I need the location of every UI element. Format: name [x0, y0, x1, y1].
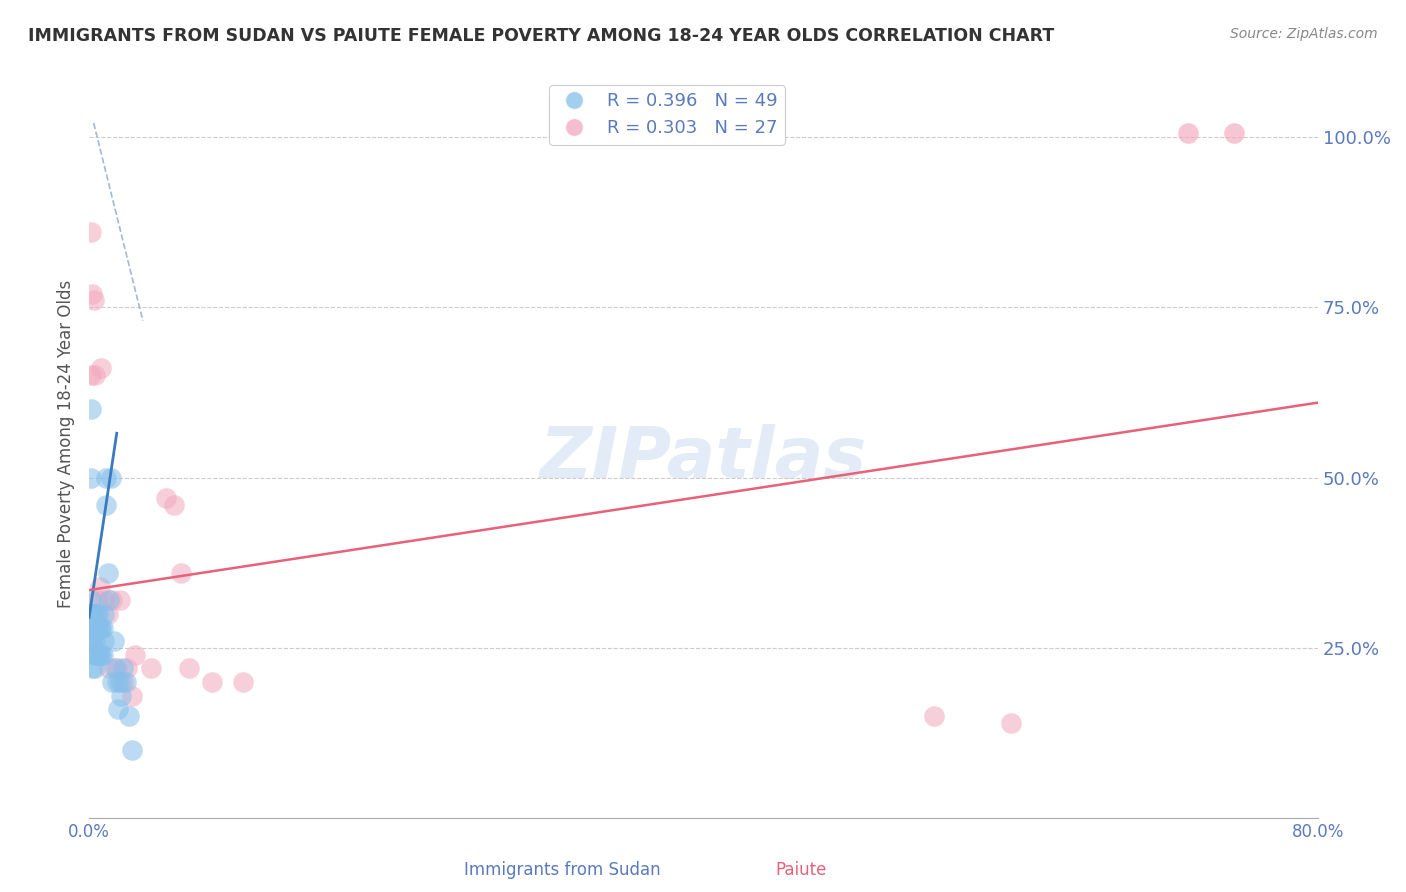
Point — [83, 648, 105, 662]
Point — [98, 593, 121, 607]
Point — [139, 661, 162, 675]
Point — [108, 593, 131, 607]
Text: Source: ZipAtlas.com: Source: ZipAtlas.com — [1230, 27, 1378, 41]
Point — [84, 368, 107, 383]
Point — [79, 402, 101, 417]
Point — [922, 709, 945, 723]
Point — [118, 709, 141, 723]
Point — [94, 470, 117, 484]
Point — [103, 634, 125, 648]
Point — [91, 648, 114, 662]
Point — [177, 661, 200, 675]
Point — [1000, 716, 1022, 731]
Point — [83, 634, 105, 648]
Text: Immigrants from Sudan: Immigrants from Sudan — [464, 861, 661, 879]
Point — [1222, 126, 1244, 140]
Point — [89, 648, 111, 662]
Point — [86, 648, 108, 662]
Point — [83, 607, 105, 621]
Point — [105, 661, 128, 675]
Point — [124, 648, 146, 662]
Point — [84, 621, 107, 635]
Point — [80, 607, 103, 621]
Point — [117, 661, 139, 675]
Point — [90, 621, 112, 635]
Point — [82, 607, 104, 621]
Point — [87, 607, 110, 621]
Text: ZIPatlas: ZIPatlas — [540, 424, 868, 493]
Point — [107, 702, 129, 716]
Point — [90, 361, 112, 376]
Point — [96, 566, 118, 580]
Point — [82, 607, 104, 621]
Point — [93, 634, 115, 648]
Point — [84, 634, 107, 648]
Point — [101, 593, 124, 607]
Point — [86, 593, 108, 607]
Point — [82, 661, 104, 675]
Point — [121, 743, 143, 757]
Point — [89, 580, 111, 594]
Point — [110, 689, 132, 703]
Point — [201, 675, 224, 690]
Point — [94, 498, 117, 512]
Point — [87, 621, 110, 635]
Point — [105, 675, 128, 690]
Point — [80, 593, 103, 607]
Point — [170, 566, 193, 580]
Point — [155, 491, 177, 505]
Point — [86, 607, 108, 621]
Point — [104, 661, 127, 675]
Point — [115, 675, 138, 690]
Point — [80, 634, 103, 648]
Point — [87, 648, 110, 662]
Point — [82, 621, 104, 635]
Point — [82, 634, 104, 648]
Legend: R = 0.396   N = 49, R = 0.303   N = 27: R = 0.396 N = 49, R = 0.303 N = 27 — [548, 85, 785, 145]
Point — [162, 498, 184, 512]
Point — [96, 607, 118, 621]
Point — [101, 675, 124, 690]
Point — [84, 661, 107, 675]
Point — [232, 675, 254, 690]
Point — [90, 648, 112, 662]
Point — [93, 593, 115, 607]
Point — [89, 621, 111, 635]
Point — [80, 368, 103, 383]
Text: Paiute: Paiute — [776, 861, 827, 879]
Y-axis label: Female Poverty Among 18-24 Year Olds: Female Poverty Among 18-24 Year Olds — [58, 279, 75, 607]
Point — [91, 621, 114, 635]
Point — [1177, 126, 1199, 140]
Point — [93, 607, 115, 621]
Point — [111, 675, 134, 690]
Point — [82, 621, 104, 635]
Point — [121, 689, 143, 703]
Point — [83, 293, 105, 308]
Point — [111, 661, 134, 675]
Text: IMMIGRANTS FROM SUDAN VS PAIUTE FEMALE POVERTY AMONG 18-24 YEAR OLDS CORRELATION: IMMIGRANTS FROM SUDAN VS PAIUTE FEMALE P… — [28, 27, 1054, 45]
Point — [100, 470, 122, 484]
Point — [98, 661, 121, 675]
Point — [79, 470, 101, 484]
Point — [83, 621, 105, 635]
Point — [108, 675, 131, 690]
Point — [80, 621, 103, 635]
Point — [79, 225, 101, 239]
Point — [86, 621, 108, 635]
Point — [82, 286, 104, 301]
